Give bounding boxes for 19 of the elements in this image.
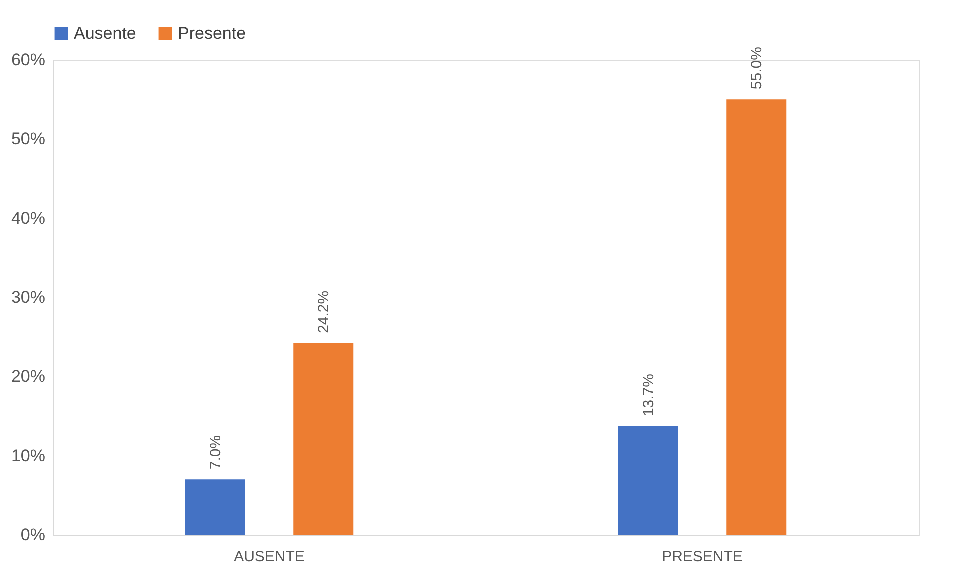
- y-tick-label: 10%: [11, 446, 46, 466]
- bar: [185, 480, 246, 535]
- legend-label: Presente: [178, 24, 246, 43]
- x-tick-label: PRESENTE: [662, 548, 743, 566]
- y-tick-label: 30%: [11, 288, 46, 307]
- legend-label: Ausente: [74, 24, 136, 43]
- data-label: 24.2%: [316, 290, 333, 334]
- y-tick-label: 60%: [11, 50, 46, 70]
- bar: [618, 426, 678, 535]
- data-label: 13.7%: [640, 374, 658, 417]
- bar: [294, 343, 354, 535]
- bar: [726, 100, 787, 535]
- y-tick-label: 20%: [11, 367, 46, 386]
- y-tick-label: 40%: [11, 208, 46, 228]
- y-tick-label: 50%: [11, 130, 46, 149]
- x-tick-label: AUSENTE: [234, 548, 305, 566]
- y-tick-label: 0%: [20, 526, 46, 544]
- data-label: 55.0%: [748, 47, 766, 90]
- data-label: 7.0%: [207, 435, 224, 470]
